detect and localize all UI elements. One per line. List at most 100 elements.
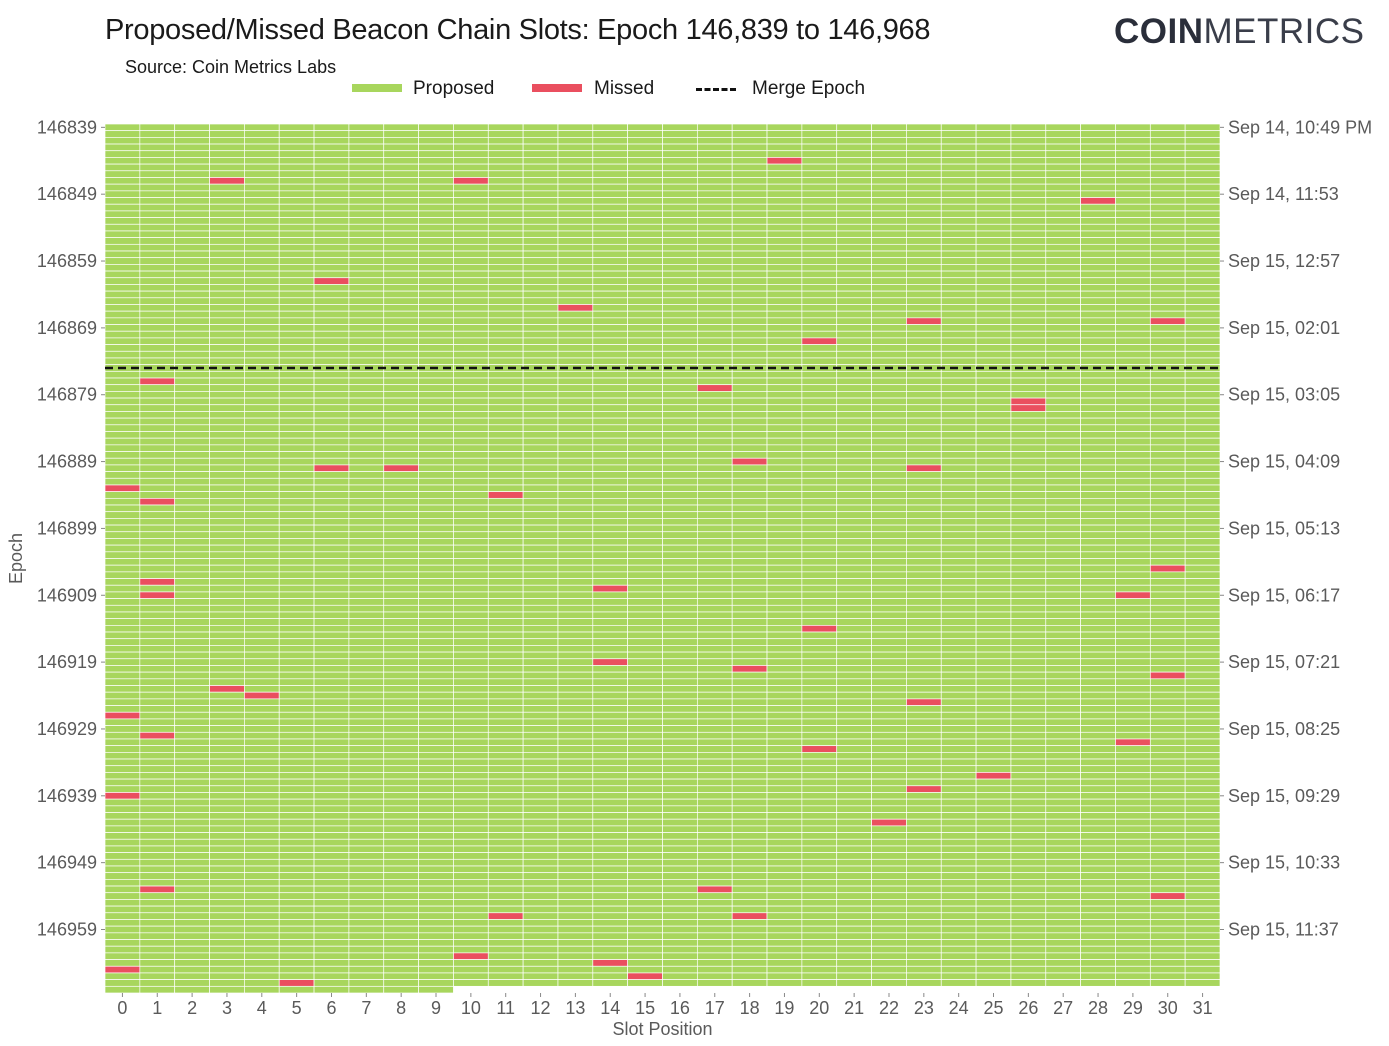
proposed-slot-cell — [1010, 758, 1047, 767]
proposed-slot-cell — [1045, 297, 1081, 305]
y-tick-label-right: Sep 14, 10:49 PM — [1228, 117, 1372, 137]
proposed-slot-cell — [1184, 899, 1221, 907]
proposed-slot-cell — [139, 972, 176, 980]
proposed-slot-cell — [557, 183, 594, 192]
proposed-slot-cell — [696, 738, 733, 747]
proposed-slot-cell — [1045, 304, 1081, 312]
proposed-slot-cell — [627, 865, 663, 874]
proposed-slot-cell — [453, 511, 489, 519]
proposed-slot-cell — [836, 337, 872, 345]
proposed-slot-cell — [1149, 711, 1186, 720]
proposed-slot-cell — [348, 277, 385, 285]
proposed-slot-cell — [104, 564, 141, 573]
proposed-slot-cell — [975, 411, 1012, 419]
proposed-slot-cell — [348, 143, 385, 152]
proposed-slot-cell — [836, 518, 872, 526]
proposed-slot-cell — [592, 130, 628, 138]
proposed-slot-cell — [1045, 491, 1081, 499]
proposed-slot-cell — [348, 203, 385, 212]
y-tick-label-right: Sep 15, 02:01 — [1228, 318, 1340, 338]
proposed-slot-cell — [487, 304, 524, 312]
proposed-slot-cell — [627, 183, 663, 192]
proposed-slot-cell — [522, 939, 559, 947]
proposed-slot-cell — [174, 731, 210, 740]
proposed-slot-cell — [1149, 277, 1186, 285]
proposed-slot-cell — [801, 564, 838, 573]
proposed-slot-cell — [1045, 945, 1081, 954]
proposed-slot-cell — [104, 812, 141, 820]
proposed-slot-cell — [1149, 384, 1186, 392]
proposed-slot-cell — [871, 965, 907, 974]
proposed-slot-cell — [139, 524, 176, 533]
proposed-slot-cell — [1080, 591, 1116, 599]
proposed-slot-cell — [871, 544, 907, 553]
proposed-slot-cell — [104, 865, 141, 874]
proposed-slot-cell — [696, 237, 733, 245]
proposed-slot-cell — [487, 658, 524, 666]
proposed-slot-cell — [244, 123, 280, 132]
proposed-slot-cell — [557, 832, 594, 840]
proposed-slot-cell — [418, 671, 454, 680]
proposed-slot-cell — [592, 237, 628, 245]
proposed-slot-cell — [418, 939, 454, 947]
proposed-slot-cell — [975, 511, 1012, 519]
proposed-slot-cell — [244, 905, 280, 914]
proposed-slot-cell — [557, 731, 594, 740]
proposed-slot-cell — [975, 691, 1012, 700]
proposed-slot-cell — [1115, 972, 1151, 980]
proposed-slot-cell — [418, 130, 454, 138]
proposed-slot-cell — [487, 243, 524, 252]
proposed-slot-cell — [1080, 872, 1116, 880]
proposed-slot-cell — [975, 197, 1012, 205]
proposed-slot-cell — [383, 564, 419, 573]
proposed-slot-cell — [766, 952, 803, 960]
proposed-slot-cell — [278, 297, 315, 305]
proposed-slot-cell — [1045, 223, 1081, 232]
proposed-slot-cell — [313, 157, 350, 165]
proposed-slot-cell — [278, 377, 315, 386]
proposed-slot-cell — [627, 571, 663, 579]
proposed-slot-cell — [766, 718, 803, 726]
proposed-slot-cell — [557, 297, 594, 305]
proposed-slot-cell — [278, 745, 315, 753]
proposed-slot-cell — [801, 344, 838, 352]
proposed-slot-cell — [1010, 304, 1047, 312]
proposed-slot-cell — [627, 357, 663, 365]
proposed-slot-cell — [522, 832, 559, 840]
proposed-slot-cell — [801, 230, 838, 238]
proposed-slot-cell — [174, 805, 210, 813]
proposed-slot-cell — [627, 892, 663, 900]
proposed-slot-cell — [104, 130, 141, 138]
proposed-slot-cell — [1184, 678, 1221, 686]
proposed-slot-cell — [1080, 832, 1116, 840]
proposed-slot-cell — [871, 157, 907, 165]
proposed-slot-cell — [836, 912, 872, 920]
proposed-slot-cell — [348, 812, 385, 820]
proposed-slot-cell — [1010, 558, 1047, 566]
proposed-slot-cell — [871, 183, 907, 192]
proposed-slot-cell — [348, 197, 385, 205]
proposed-slot-cell — [557, 123, 594, 132]
proposed-slot-cell — [174, 578, 210, 586]
proposed-slot-cell — [278, 344, 315, 352]
proposed-slot-cell — [1080, 484, 1116, 493]
proposed-slot-cell — [557, 765, 594, 773]
proposed-slot-cell — [418, 919, 454, 927]
proposed-slot-cell — [418, 531, 454, 539]
proposed-slot-cell — [871, 223, 907, 232]
y-tick-label-right: Sep 15, 03:05 — [1228, 385, 1340, 405]
proposed-slot-cell — [453, 264, 489, 272]
proposed-slot-cell — [627, 551, 663, 559]
proposed-slot-cell — [592, 404, 628, 412]
proposed-slot-cell — [1010, 477, 1047, 486]
proposed-slot-cell — [209, 130, 245, 138]
proposed-slot-cell — [766, 865, 803, 874]
proposed-slot-cell — [557, 899, 594, 907]
proposed-slot-cell — [278, 157, 315, 165]
proposed-slot-cell — [836, 812, 872, 820]
proposed-slot-cell — [278, 524, 315, 533]
proposed-slot-cell — [696, 137, 733, 145]
proposed-slot-cell — [104, 665, 141, 673]
proposed-slot-cell — [557, 317, 594, 325]
proposed-slot-cell — [1184, 925, 1221, 934]
